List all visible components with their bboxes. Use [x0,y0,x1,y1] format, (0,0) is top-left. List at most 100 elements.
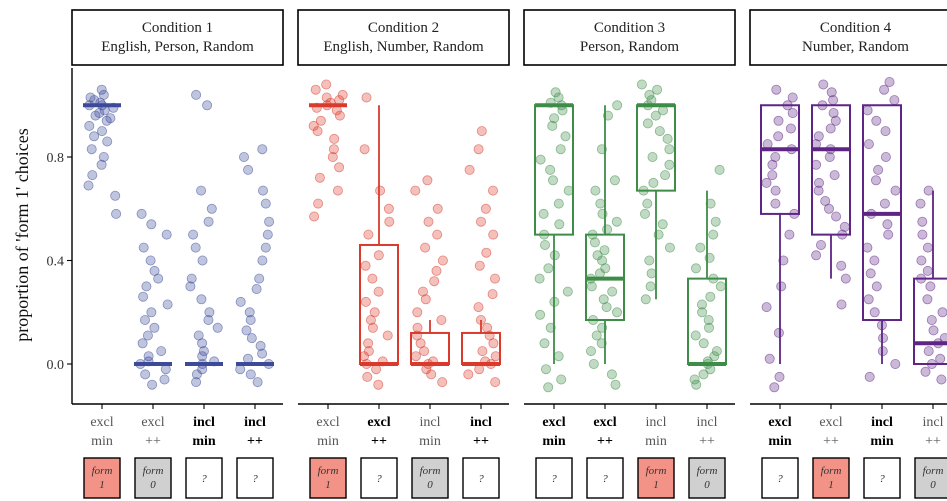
data-point [695,242,706,253]
data-point [246,333,257,344]
panel-strip [523,9,736,66]
data-point [882,219,893,230]
data-point [560,131,571,142]
data-point [773,131,784,142]
data-point [197,338,208,349]
data-point [475,216,486,227]
data-point [410,185,421,196]
data-point [915,198,926,209]
data-point [922,265,933,276]
data-point [143,351,154,362]
x-tick-label: incl [646,415,667,430]
data-point [764,353,775,364]
form-box [637,457,675,499]
data-point [202,100,213,111]
data-point [586,281,597,292]
form-box [360,457,398,499]
x-tick-label: incl [420,415,441,430]
panel-title-line: Condition 2 [368,20,439,36]
data-point [373,379,384,390]
data-point [645,281,656,292]
data-point [662,133,673,144]
data-point [880,126,891,137]
data-point [384,216,395,227]
data-point [432,203,443,214]
form-box-label: ? [551,473,557,485]
data-point [767,170,778,181]
data-point [101,115,112,126]
data-point [540,239,551,250]
data-point [436,314,447,325]
data-point [545,164,556,175]
data-point [410,351,421,362]
data-point [245,314,256,325]
data-point [188,229,199,240]
data-point [657,219,668,230]
data-point [824,203,835,214]
data-point [590,185,601,196]
data-point [87,170,98,181]
data-point [186,273,197,284]
data-point [328,144,339,155]
x-tick-label: min [870,434,894,449]
x-tick-label: incl [244,415,266,430]
data-point [257,185,268,196]
data-point [607,286,618,297]
x-tick-label: ++ [597,434,613,449]
data-point [869,255,880,266]
x-tick-label: min [419,434,441,449]
data-point [90,110,101,121]
x-tick-label: min [768,434,792,449]
form-box-label: ? [777,473,783,485]
data-point [262,229,273,240]
data-point [244,307,255,318]
data-point [431,265,442,276]
form-box-label: 0 [704,479,710,491]
data-point [609,175,620,186]
data-point [889,95,900,106]
data-point [862,105,873,116]
data-point [423,216,434,227]
data-point [111,208,122,219]
data-point [873,164,884,175]
x-tick-label: incl [470,415,492,430]
data-point [836,299,847,310]
data-point [691,263,702,274]
panel-strip [297,9,510,66]
data-point [550,87,561,98]
data-point [563,185,574,196]
form-box [236,457,274,499]
y-tick-label: 0.4 [47,255,65,270]
data-point [923,346,934,357]
data-point [137,338,148,349]
data-point [417,286,428,297]
data-point [925,281,936,292]
data-point [191,369,202,380]
data-point [586,346,597,357]
form-box [761,457,799,499]
data-point [363,338,374,349]
data-point [555,144,566,155]
data-point [562,286,573,297]
data-point [362,371,373,382]
data-point [480,203,491,214]
data-point [146,307,157,318]
data-point [254,273,265,284]
data-point [476,126,487,137]
data-point [828,95,839,106]
form-box-label: form [143,465,164,477]
data-point [714,164,725,175]
data-point [871,175,882,186]
data-point [660,170,671,181]
data-point [429,276,440,287]
data-point [787,108,798,119]
data-point [697,299,708,310]
data-point [463,369,474,380]
data-point [664,159,675,170]
chart-marks [83,77,947,393]
data-point [879,198,890,209]
panel-title-line: English, Person, Random [101,39,254,55]
data-point [149,322,160,333]
data-point [321,92,332,103]
form-box [586,457,624,499]
